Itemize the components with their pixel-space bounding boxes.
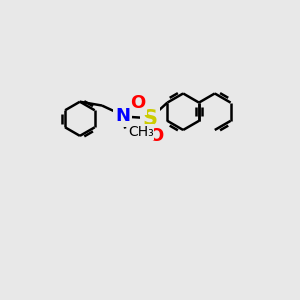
Text: S: S: [142, 109, 157, 129]
Text: N: N: [115, 107, 130, 125]
Text: CH₃: CH₃: [128, 125, 154, 139]
Text: O: O: [148, 128, 163, 146]
Text: O: O: [130, 94, 145, 112]
